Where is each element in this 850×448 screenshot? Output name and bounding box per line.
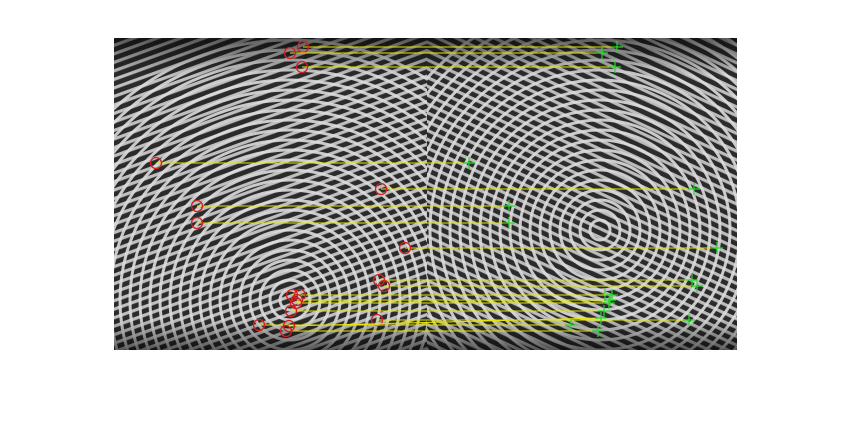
- match-pair: [190, 199, 515, 213]
- match-pair: [283, 46, 608, 60]
- minutia-cross-marker: [606, 289, 618, 301]
- minutia-circle-marker: [149, 156, 163, 170]
- match-pair: [290, 293, 616, 307]
- minutia-cross-marker: [691, 280, 703, 292]
- match-pair: [293, 288, 618, 302]
- minutia-circle-marker: [190, 199, 204, 213]
- match-pair: [295, 60, 621, 74]
- minutia-circle-marker: [295, 60, 309, 74]
- minutia-cross-marker: [683, 314, 695, 326]
- match-overlay: [149, 40, 723, 338]
- minutia-cross-marker: [603, 297, 615, 309]
- minutia-circle-marker: [374, 182, 388, 196]
- minutia-cross-marker: [596, 47, 608, 59]
- minutia-circle-marker: [282, 319, 296, 333]
- minutia-cross-marker: [503, 217, 515, 229]
- minutia-cross-marker: [565, 319, 577, 331]
- minutia-cross-marker: [595, 312, 607, 324]
- match-pair: [398, 241, 723, 255]
- left-fingerprint-image: [114, 38, 427, 350]
- minutia-cross-marker: [592, 325, 604, 337]
- minutia-cross-marker: [688, 183, 700, 195]
- minutia-cross-marker: [503, 200, 515, 212]
- minutia-circle-marker: [190, 216, 204, 230]
- match-line: [288, 317, 602, 327]
- right-fingerprint-image: [427, 38, 737, 350]
- minutia-cross-marker: [686, 274, 698, 286]
- minutia-cross-marker: [604, 294, 616, 306]
- minutia-circle-marker: [283, 46, 297, 60]
- minutia-cross-marker: [598, 305, 610, 317]
- match-pair: [149, 156, 475, 170]
- match-pair: [190, 216, 515, 230]
- minutia-circle-marker: [377, 279, 391, 293]
- match-pair: [289, 296, 615, 310]
- minutia-cross-marker: [609, 61, 621, 73]
- match-pair: [374, 182, 700, 196]
- minutia-circle-marker: [252, 318, 266, 332]
- minutia-cross-marker: [711, 242, 723, 254]
- minutia-circle-marker: [289, 296, 303, 310]
- match-pair: [377, 279, 703, 293]
- minutia-circle-marker: [398, 241, 412, 255]
- minutia-cross-marker: [611, 41, 623, 53]
- minutia-cross-marker: [463, 157, 475, 169]
- match-pair: [282, 312, 607, 333]
